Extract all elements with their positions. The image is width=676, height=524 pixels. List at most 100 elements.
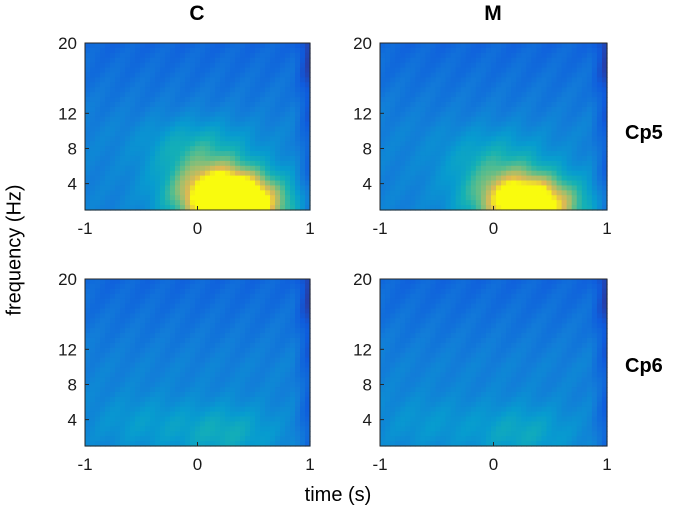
heatmap-cell (470, 279, 477, 285)
heatmap-cell (280, 293, 286, 300)
heatmap-cell (516, 190, 522, 196)
heatmap-cell (180, 352, 186, 359)
heatmap-cell (225, 47, 231, 54)
heatmap-cell (300, 62, 306, 69)
heatmap-cell (561, 279, 568, 285)
heatmap-cell (460, 87, 467, 93)
heatmap-cell (160, 106, 166, 113)
heatmap-cell (516, 303, 522, 310)
heatmap-cell (175, 279, 181, 285)
heatmap-cell (200, 387, 206, 393)
heatmap-cell (541, 313, 548, 319)
heatmap-cell (255, 185, 261, 191)
heatmap-cell (90, 372, 96, 378)
heatmap-cell (435, 121, 442, 128)
heatmap-cell (506, 116, 512, 123)
heatmap-cell (100, 121, 106, 128)
heatmap-cell (230, 160, 236, 167)
heatmap-cell (591, 77, 598, 83)
heatmap-cell (200, 372, 206, 378)
heatmap-cell (135, 126, 141, 133)
heatmap-cell (150, 293, 156, 300)
heatmap-cell (255, 382, 261, 388)
heatmap-cell (300, 92, 306, 98)
heatmap-cell (260, 185, 266, 191)
heatmap-cell (90, 47, 96, 54)
heatmap-cell (546, 77, 553, 83)
y-tick-label: 8 (68, 139, 77, 158)
heatmap-cell (390, 43, 396, 49)
heatmap-cell (305, 372, 311, 378)
heatmap-cell (235, 416, 241, 423)
heatmap-cell (145, 141, 151, 147)
heatmap-cell (205, 377, 211, 383)
heatmap-cell (255, 160, 261, 167)
heatmap-cell (225, 136, 231, 142)
heatmap-cell (420, 195, 426, 201)
heatmap-cell (460, 180, 467, 187)
heatmap-cell (506, 175, 512, 182)
heatmap-cell (475, 92, 482, 98)
heatmap-cell (90, 313, 96, 319)
heatmap-cell (240, 200, 246, 206)
heatmap-cell (105, 431, 111, 437)
heatmap-cell (380, 175, 386, 182)
heatmap-cell (581, 288, 588, 295)
heatmap-cell (601, 180, 608, 187)
heatmap-cell (285, 141, 291, 147)
heatmap-cell (275, 342, 281, 349)
heatmap-cell (475, 106, 482, 113)
heatmap-cell (205, 190, 211, 196)
heatmap-cell (546, 72, 553, 78)
heatmap-cell (225, 431, 231, 437)
heatmap-cell (425, 111, 432, 118)
heatmap-cell (155, 382, 161, 388)
heatmap-cell (270, 131, 276, 137)
heatmap-cell (511, 57, 517, 64)
heatmap-cell (130, 170, 136, 177)
heatmap-cell (531, 313, 537, 319)
heatmap-cell (170, 106, 176, 113)
heatmap-cell (100, 313, 106, 319)
heatmap-cell (240, 106, 246, 113)
heatmap-cell (110, 116, 116, 123)
heatmap-cell (395, 92, 401, 98)
heatmap-cell (531, 82, 537, 88)
heatmap-cell (205, 318, 211, 324)
heatmap-cell (420, 165, 426, 172)
heatmap-cell (280, 323, 286, 329)
heatmap-cell (180, 131, 186, 137)
heatmap-cell (245, 362, 251, 369)
heatmap-cell (165, 77, 171, 83)
heatmap-cell (140, 136, 146, 142)
heatmap-cell (165, 87, 171, 93)
heatmap-cell (260, 92, 266, 98)
heatmap-cell (420, 52, 426, 59)
heatmap-cell (195, 82, 201, 88)
heatmap-cell (415, 87, 421, 93)
heatmap-cell (260, 288, 266, 295)
heatmap-cell (305, 160, 311, 167)
heatmap-cell (465, 47, 472, 54)
heatmap-cell (546, 116, 553, 123)
heatmap-cell (415, 97, 421, 103)
heatmap-cell (280, 421, 286, 427)
heatmap-cell (260, 347, 266, 354)
heatmap-cell (170, 283, 176, 290)
heatmap-cell (225, 155, 231, 162)
heatmap-cell (546, 106, 553, 113)
heatmap-cell (140, 377, 146, 383)
heatmap-cell (225, 298, 231, 305)
heatmap-cell (220, 337, 226, 344)
heatmap-cell (531, 136, 537, 142)
heatmap-cell (185, 160, 191, 167)
heatmap-cell (425, 62, 432, 69)
heatmap-cell (460, 165, 467, 172)
heatmap-cell (100, 372, 106, 378)
heatmap-cell (215, 436, 221, 442)
heatmap-cell (531, 279, 537, 285)
heatmap-cell (260, 151, 266, 157)
heatmap-cell (250, 200, 256, 206)
heatmap-cell (455, 57, 462, 64)
heatmap-cell (385, 151, 391, 157)
